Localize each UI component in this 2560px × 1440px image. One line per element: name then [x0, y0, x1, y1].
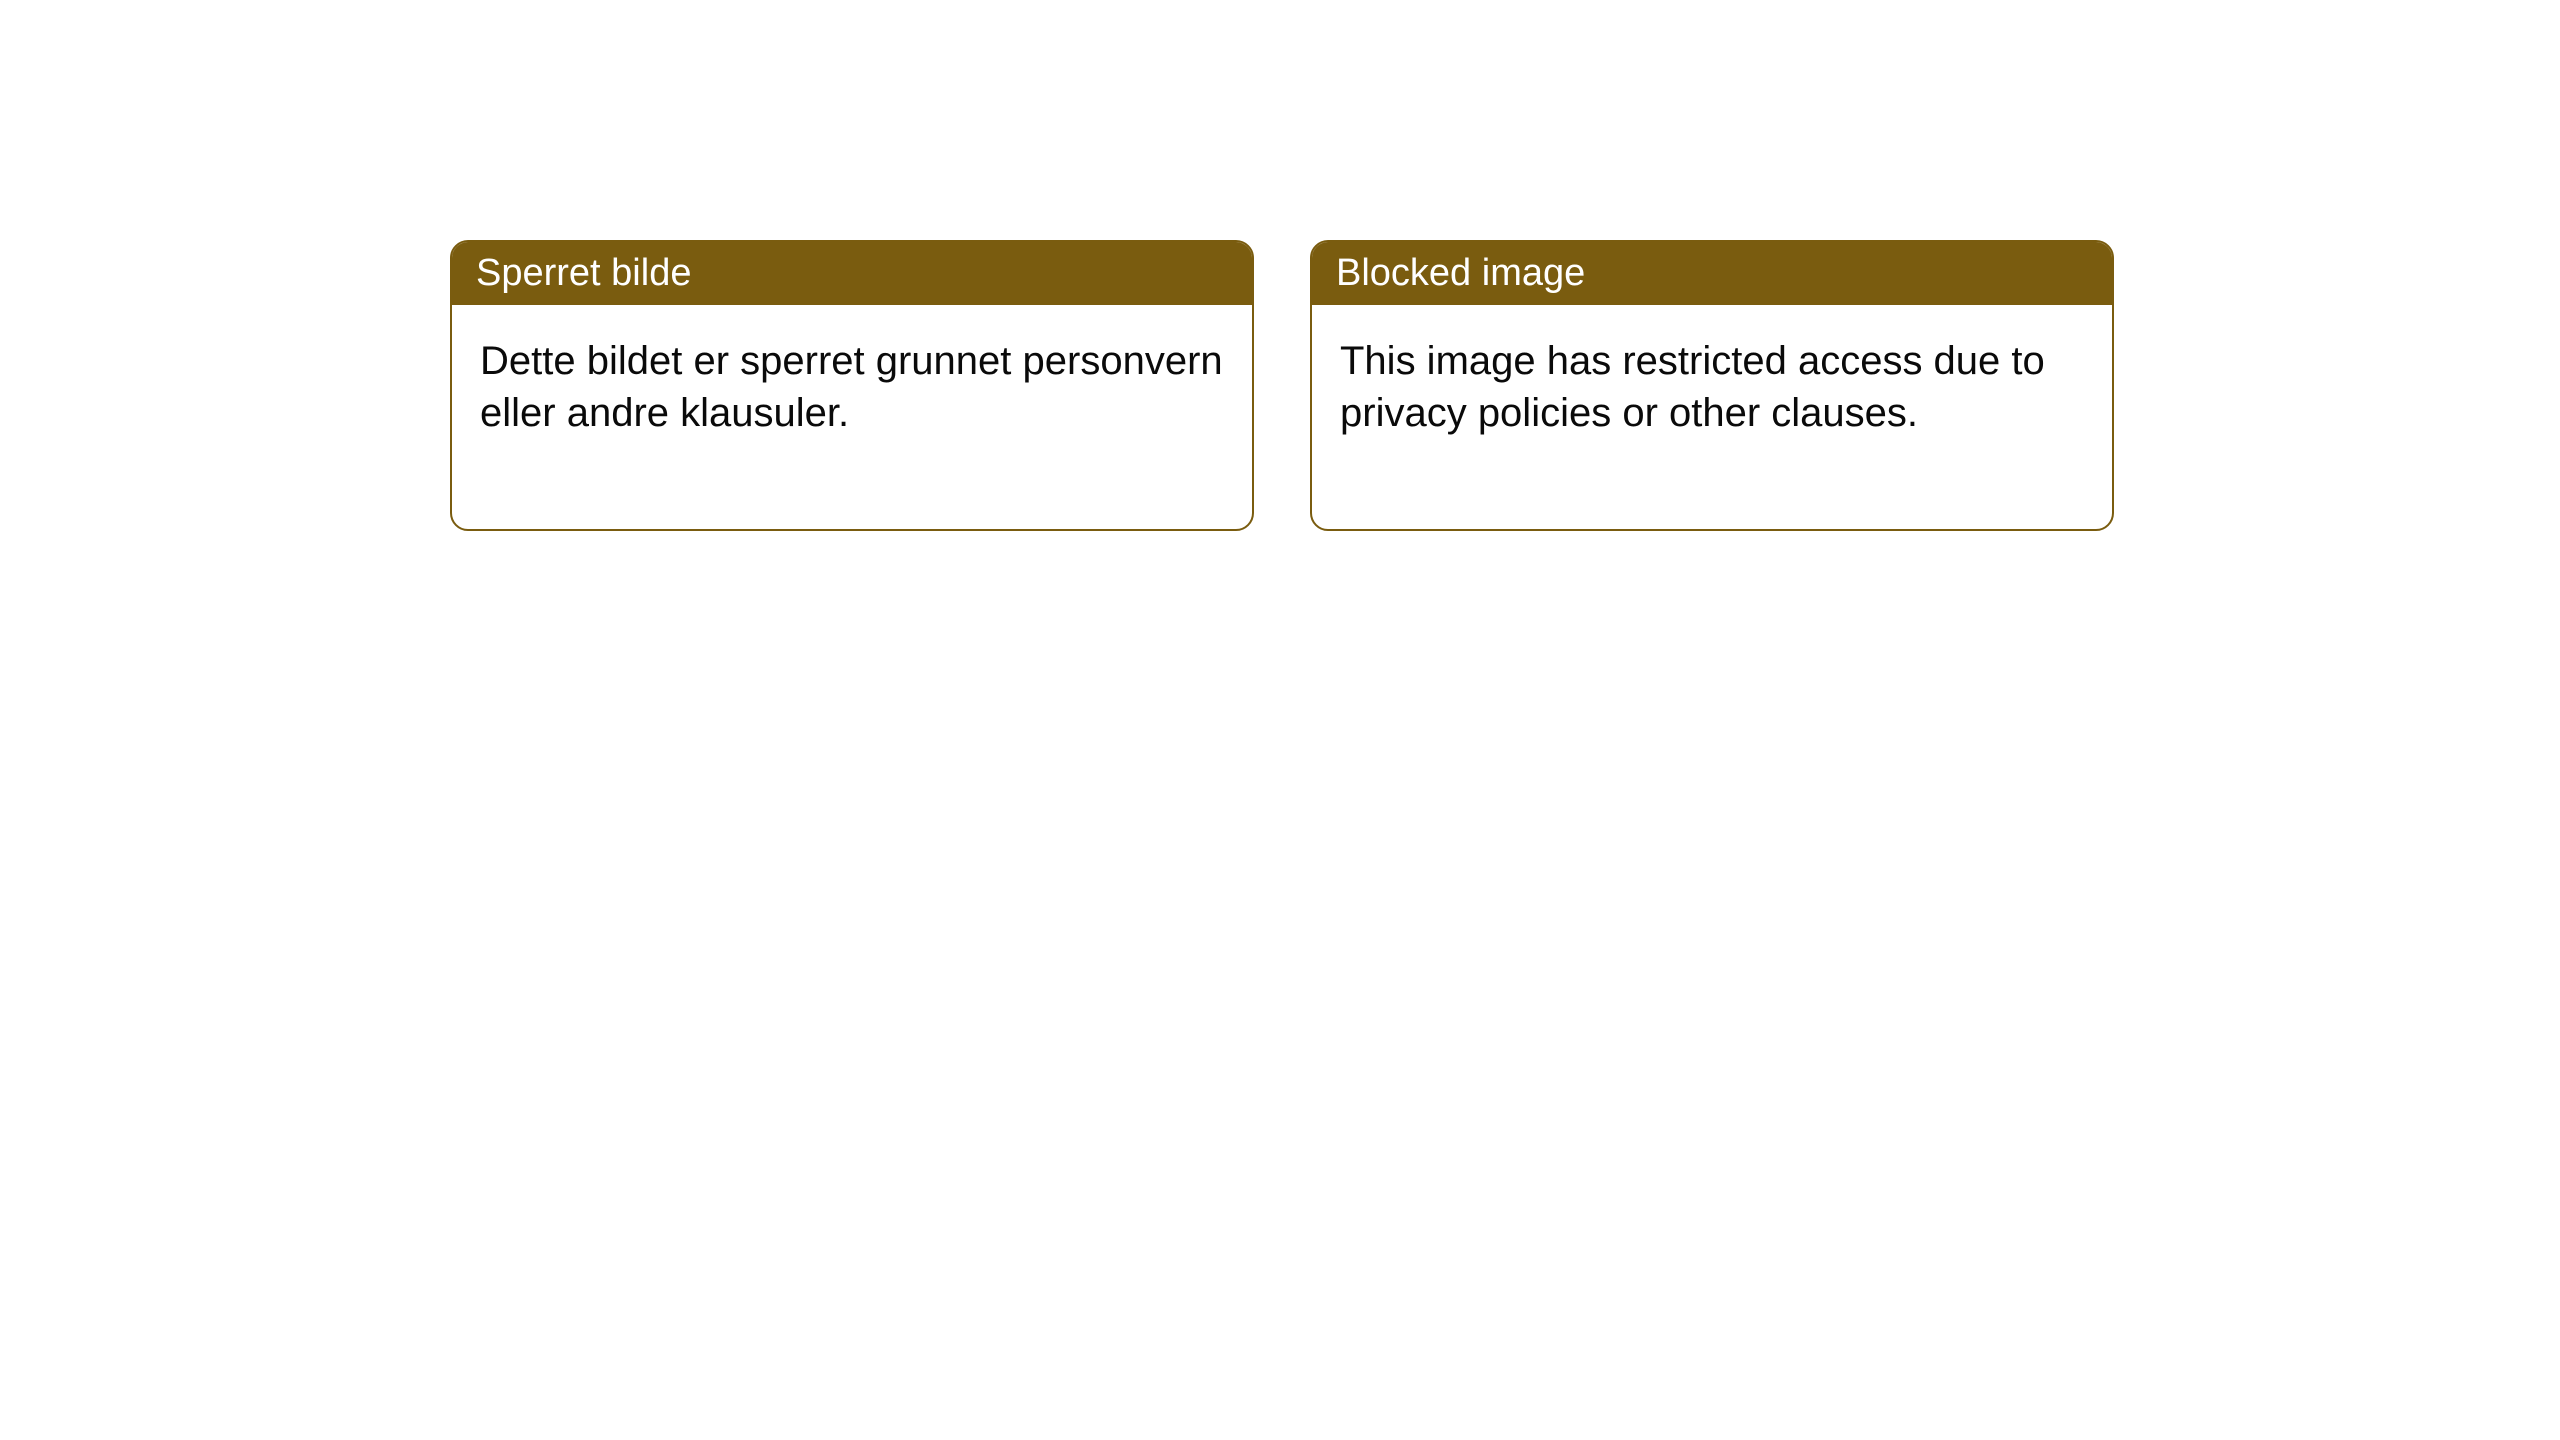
notice-card-norwegian: Sperret bilde Dette bildet er sperret gr… [450, 240, 1254, 531]
card-body: Dette bildet er sperret grunnet personve… [452, 305, 1252, 529]
notice-cards-container: Sperret bilde Dette bildet er sperret gr… [450, 240, 2114, 531]
card-body: This image has restricted access due to … [1312, 305, 2112, 529]
notice-card-english: Blocked image This image has restricted … [1310, 240, 2114, 531]
card-header: Sperret bilde [452, 242, 1252, 305]
card-header: Blocked image [1312, 242, 2112, 305]
